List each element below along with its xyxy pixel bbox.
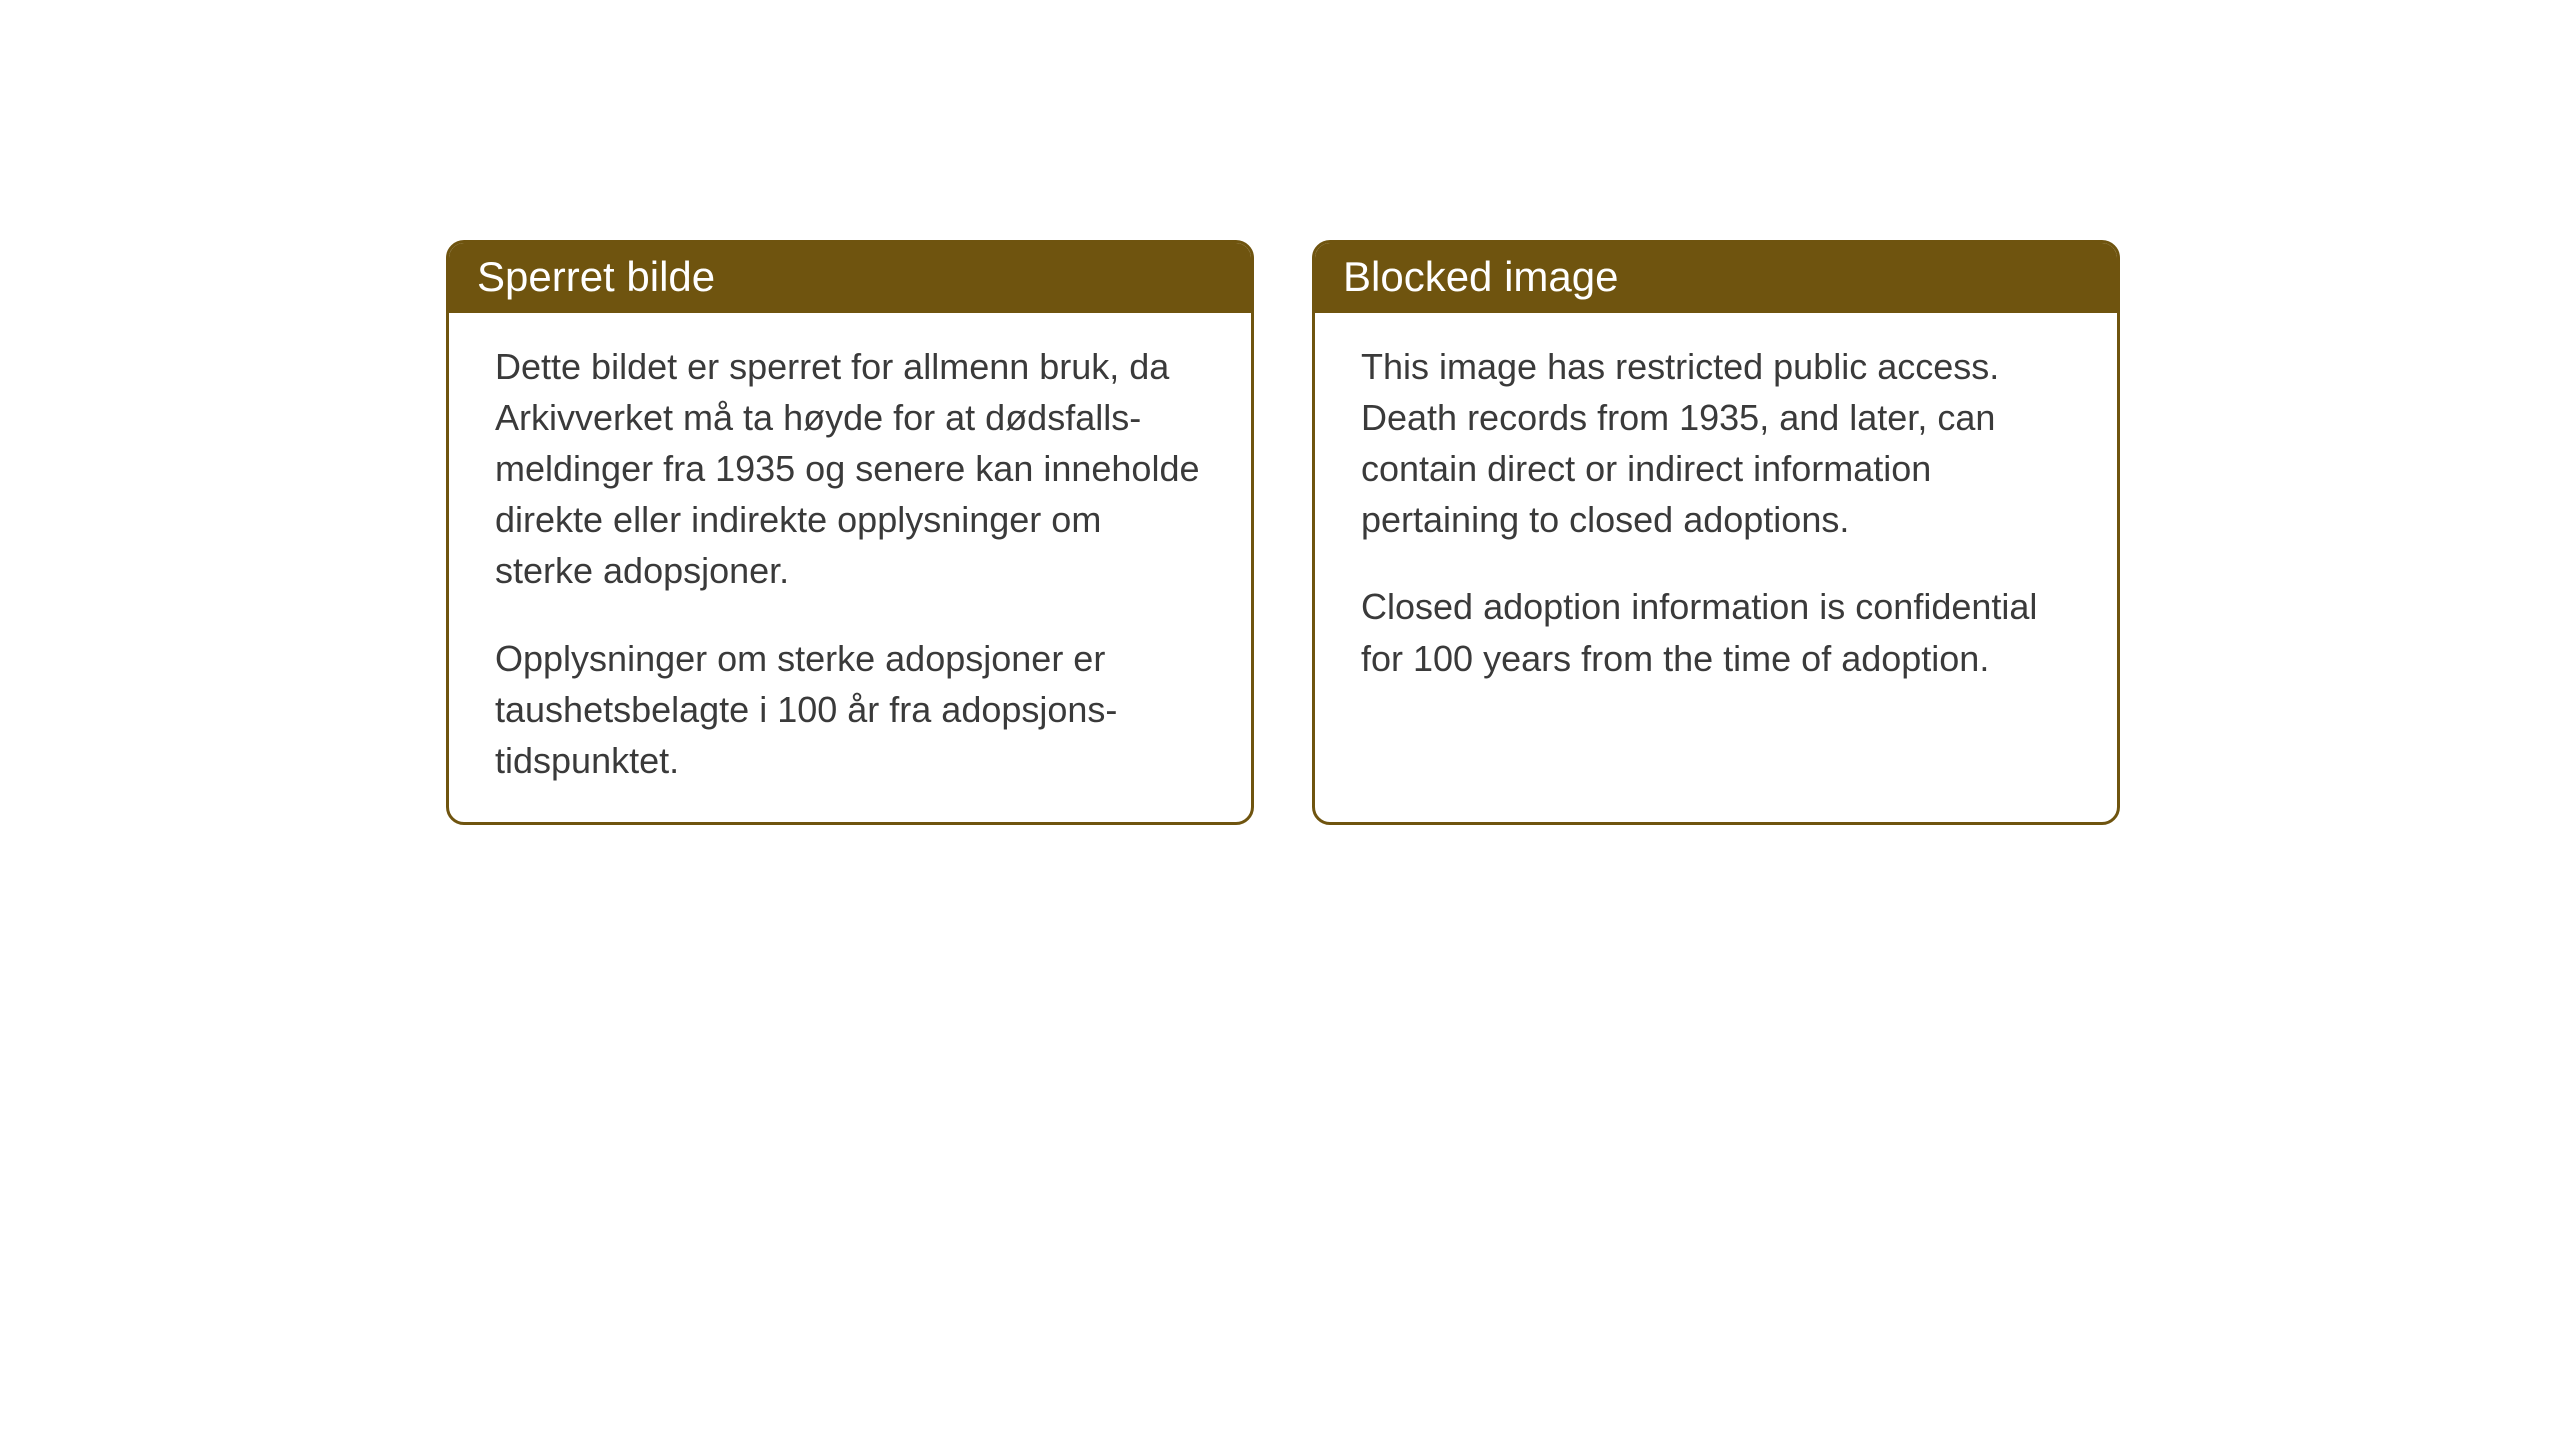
notice-paragraph-2-english: Closed adoption information is confident… <box>1361 581 2071 683</box>
notice-card-english: Blocked image This image has restricted … <box>1312 240 2120 825</box>
notice-container: Sperret bilde Dette bildet er sperret fo… <box>446 240 2120 825</box>
notice-card-norwegian: Sperret bilde Dette bildet er sperret fo… <box>446 240 1254 825</box>
notice-header-norwegian: Sperret bilde <box>449 243 1251 313</box>
notice-paragraph-1-norwegian: Dette bildet er sperret for allmenn bruk… <box>495 341 1205 597</box>
notice-title-norwegian: Sperret bilde <box>477 253 715 300</box>
notice-body-norwegian: Dette bildet er sperret for allmenn bruk… <box>449 313 1251 822</box>
notice-paragraph-2-norwegian: Opplysninger om sterke adopsjoner er tau… <box>495 633 1205 786</box>
notice-body-english: This image has restricted public access.… <box>1315 313 2117 720</box>
notice-title-english: Blocked image <box>1343 253 1618 300</box>
notice-paragraph-1-english: This image has restricted public access.… <box>1361 341 2071 545</box>
notice-header-english: Blocked image <box>1315 243 2117 313</box>
